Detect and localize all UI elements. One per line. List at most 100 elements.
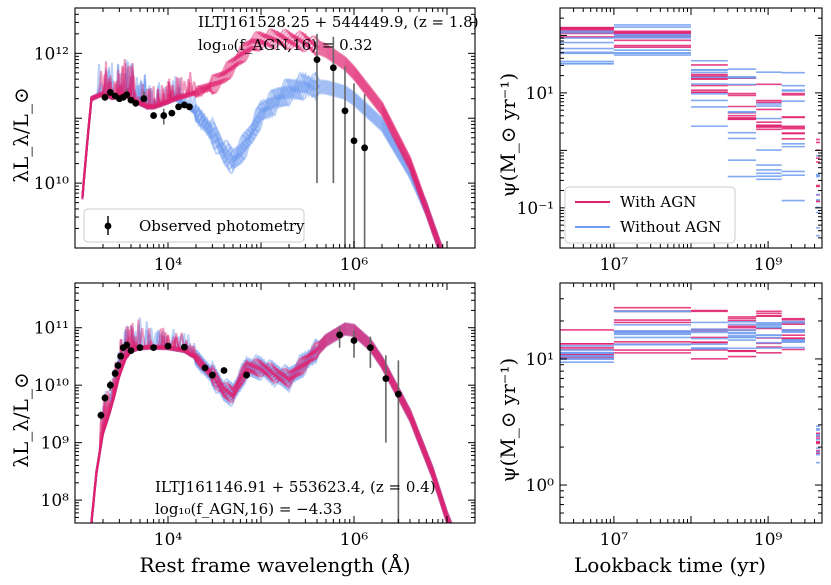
sed-panel-bottom: 10⁴ 10⁶ 10⁸ 10⁹ 10¹⁰ 10¹¹ — [34, 282, 476, 550]
sfh-bottom-xlabel: Lookback time (yr) — [574, 553, 766, 577]
observed-point — [127, 347, 135, 354]
observed-point — [106, 381, 114, 389]
x-tick-label: 10⁶ — [340, 255, 369, 275]
sed-model-line — [81, 75, 443, 248]
y-tick-label: 10¹¹ — [34, 319, 69, 339]
bottom-fagn-value: log₁₀(f_AGN,16) = −4.33 — [155, 500, 342, 518]
sed-model-line — [90, 323, 451, 523]
sed-model-line — [90, 322, 453, 523]
observed-point — [175, 103, 182, 111]
sed-model-line — [81, 59, 443, 248]
sfh-top-ylabel: ψ(M_⊙ yr⁻¹) — [496, 73, 520, 197]
x-tick-label: 10⁹ — [754, 255, 783, 275]
observed-point — [329, 64, 337, 72]
sed-model-line — [90, 326, 451, 523]
sed-model-line — [81, 64, 442, 248]
observed-point — [97, 411, 105, 419]
sed-bottom-xlabel: Rest frame wavelength (Å) — [139, 552, 410, 577]
plot-area — [90, 317, 453, 523]
sed-model-line — [90, 326, 449, 523]
legend-box — [83, 208, 305, 243]
observed-point — [164, 342, 172, 350]
plot-area — [81, 28, 444, 248]
legend-sed-top: Observed photometry — [83, 208, 305, 243]
observed-point — [220, 367, 228, 374]
y-tick-label: 10⁻¹ — [517, 199, 554, 219]
observed-point — [394, 390, 402, 398]
sed-model-line — [90, 321, 452, 523]
sfh-bottom-ylabel: ψ(M_⊙ yr⁻¹) — [496, 358, 520, 482]
observed-point — [336, 331, 343, 339]
plot-area — [560, 306, 820, 464]
observed-point — [313, 56, 321, 64]
observed-point — [101, 93, 109, 101]
sed-model-line — [90, 325, 448, 523]
x-tick-label: 10⁷ — [600, 255, 629, 275]
observed-point — [382, 375, 390, 383]
sed-model-line — [81, 28, 444, 248]
observed-point — [136, 344, 144, 352]
sed-model-line — [81, 71, 444, 248]
x-tick-label: 10⁹ — [754, 530, 783, 550]
observed-point — [341, 107, 349, 115]
sfh-panel-bottom: 10⁷ 10⁹ 10⁰ 10¹ — [526, 282, 823, 550]
x-tick-label: 10⁶ — [340, 530, 369, 550]
sed-bottom-ylabel: λL_λ/L_⊙ — [9, 372, 33, 467]
observed-point — [117, 352, 125, 360]
observed-point — [150, 344, 157, 352]
x-tick-label: 10⁷ — [600, 530, 629, 550]
observed-point — [123, 91, 131, 99]
observed-point — [361, 144, 368, 152]
observed-point — [160, 112, 168, 119]
sed-model-line — [81, 29, 443, 248]
y-tick-label: 10⁹ — [41, 434, 70, 454]
y-tick-label: 10¹ — [526, 350, 554, 370]
plot-area — [560, 24, 820, 237]
legend-observed-label: Observed photometry — [139, 217, 305, 235]
sed-model-line — [90, 324, 452, 523]
axes-frame — [559, 7, 823, 249]
sed-model-line — [81, 34, 442, 248]
observed-point — [106, 89, 114, 96]
observed-point — [201, 364, 209, 372]
sed-model-line — [90, 324, 452, 523]
observed-point — [123, 341, 131, 349]
y-tick-label: 10¹⁰ — [34, 174, 69, 194]
legend-point-marker — [104, 222, 112, 230]
observed-point — [186, 103, 193, 111]
y-tick-label: 10⁸ — [41, 491, 70, 511]
sfh-panel-top: 10⁷ 10⁹ 10⁻¹ 10¹ — [517, 7, 823, 275]
observed-point — [111, 370, 119, 377]
observed-point — [101, 394, 109, 402]
top-source-name: ILTJ161528.25 + 544449.9, (z = 1.8) — [198, 13, 479, 31]
axes-frame — [74, 7, 476, 249]
sed-model-line — [90, 323, 453, 523]
sed-model-line — [90, 325, 452, 523]
sed-top-ylabel: λL_λ/L_⊙ — [9, 87, 33, 182]
sed-model-line — [90, 322, 453, 523]
y-tick-label: 10⁰ — [526, 476, 555, 496]
bottom-source-name: ILTJ161146.91 + 553623.4, (z = 0.4) — [155, 478, 436, 496]
observed-point — [180, 343, 188, 351]
top-fagn-value: log₁₀(f_AGN,16) = 0.32 — [198, 36, 373, 54]
legend-noagn-label: Without AGN — [620, 218, 721, 236]
sed-model-line — [90, 319, 453, 523]
legend-sfh-top: With AGN Without AGN — [564, 186, 736, 244]
y-tick-label: 10¹ — [526, 84, 554, 104]
sed-panel-top: 10⁴ 10⁶ 10¹⁰ 10¹² — [34, 7, 476, 275]
sed-model-line — [90, 322, 451, 523]
observed-point — [132, 99, 140, 107]
axes-frame — [559, 282, 823, 524]
sed-model-line — [81, 29, 444, 248]
axis-ticks — [559, 282, 823, 524]
x-tick-label: 10⁴ — [154, 255, 183, 275]
observed-point — [150, 112, 157, 119]
axis-ticks — [74, 7, 476, 249]
observed-point — [350, 137, 358, 145]
observed-point — [140, 95, 148, 103]
observed-point — [208, 371, 216, 379]
observed-point — [366, 344, 374, 352]
sed-model-line — [81, 32, 442, 248]
observed-point — [243, 371, 250, 379]
